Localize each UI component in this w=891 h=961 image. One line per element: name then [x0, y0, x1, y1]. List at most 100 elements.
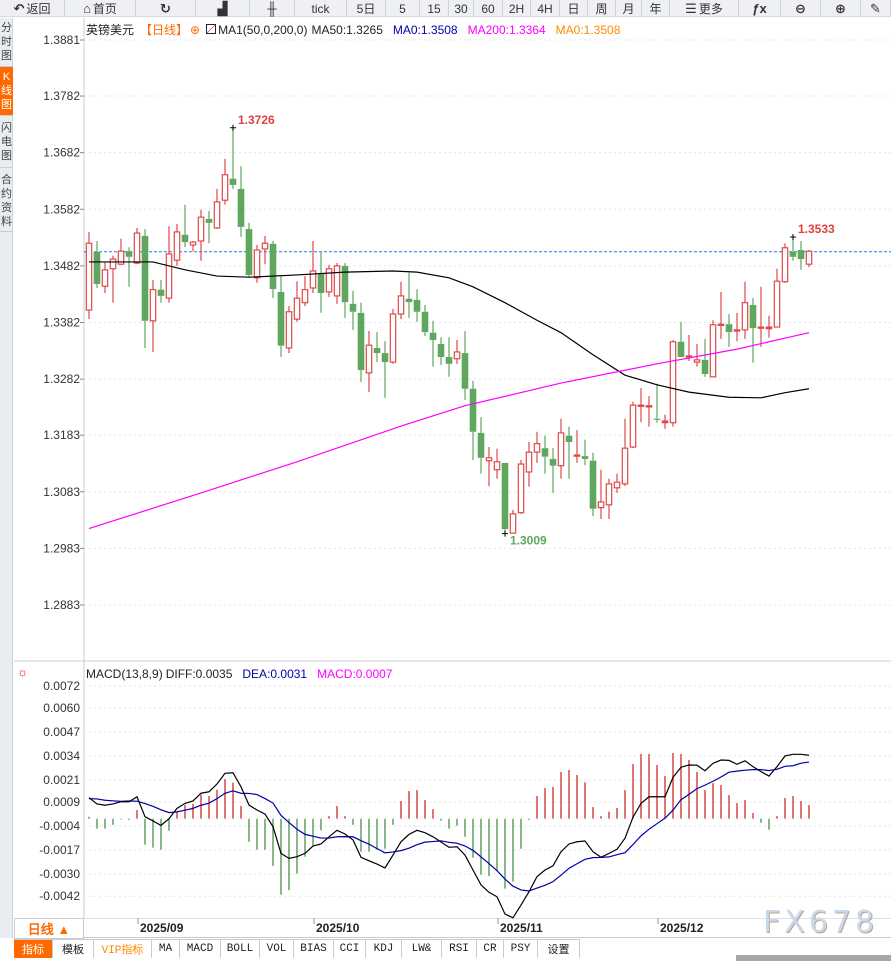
candle	[693, 344, 701, 367]
indicator-tab-设置[interactable]: 设置	[538, 940, 580, 958]
toolbar-button-tick[interactable]: tick	[295, 0, 347, 17]
toolbar-button-5日[interactable]: 5日	[347, 0, 386, 17]
candle-body-up	[517, 463, 525, 514]
toolbar-label: 周	[595, 2, 608, 16]
toolbar-button-zoom-in[interactable]: ⊕	[821, 0, 861, 17]
date-tick-label: 2025/12	[660, 921, 704, 935]
candle-body-up	[693, 359, 701, 363]
toolbar-button-pencil[interactable]: ✎	[861, 0, 891, 17]
home-icon: ⌂	[83, 1, 91, 16]
target-icon[interactable]: ⊕	[190, 23, 201, 37]
candle	[533, 431, 541, 463]
toolbar-button-年[interactable]: 年	[642, 0, 670, 17]
candle-body-down	[501, 462, 509, 530]
horizontal-scrollbar[interactable]	[736, 955, 891, 961]
toolbar-button-30[interactable]: 30	[449, 0, 474, 17]
candle-body-up	[557, 432, 565, 467]
indicator-tab-ma[interactable]: MA	[152, 940, 180, 958]
period-selector[interactable]: 日线 ▲	[14, 918, 84, 939]
toolbar-button-fx-formula[interactable]: ƒx	[739, 0, 781, 17]
dea-value: DEA:0.0031	[242, 667, 308, 681]
indicator-tab-macd[interactable]: MACD	[180, 940, 221, 958]
candle-body-down	[237, 188, 245, 227]
indicator-tab-指标[interactable]: 指标	[14, 940, 53, 958]
candle	[565, 426, 573, 479]
candle	[221, 158, 229, 205]
toolbar-button-2H[interactable]: 2H	[503, 0, 531, 17]
side-tab-time-sharing[interactable]: 分时图	[0, 18, 13, 67]
toolbar-button-refresh[interactable]: ↻	[136, 0, 196, 17]
indicator-tab-cci[interactable]: CCI	[334, 940, 366, 958]
candle-body-up	[661, 420, 669, 424]
candle-body-down	[429, 332, 437, 341]
candle	[549, 448, 557, 493]
toolbar-button-candlestick[interactable]: ╫	[250, 0, 295, 17]
toolbar-button-zoom-out[interactable]: ⊖	[781, 0, 821, 17]
candle-body-up	[621, 447, 629, 485]
price-tick-label: 1.3782	[43, 89, 80, 103]
candle-body-up	[605, 483, 613, 506]
candle	[741, 281, 749, 339]
toolbar-button-4H[interactable]: 4H	[531, 0, 560, 17]
candle	[381, 341, 389, 398]
indicator-tab-psy[interactable]: PSY	[504, 940, 538, 958]
toolbar-button-日[interactable]: 日	[560, 0, 588, 17]
candle	[469, 380, 477, 461]
indicator-tab-bias[interactable]: BIAS	[294, 940, 334, 958]
macd-settings-icon[interactable]: ☼	[17, 665, 28, 679]
candle	[461, 330, 469, 401]
candle	[797, 240, 805, 270]
candle	[781, 243, 789, 283]
indicator-tab-cr[interactable]: CR	[477, 940, 504, 958]
candle-body-up	[453, 351, 461, 360]
candle-body-down	[277, 291, 285, 346]
candle	[85, 231, 93, 320]
indicator-tab-vip指标[interactable]: VIP指标	[94, 940, 152, 958]
side-tab-kline[interactable]: K线图	[0, 67, 13, 116]
candle-body-up	[781, 247, 789, 283]
candle	[397, 281, 405, 320]
toolbar-label: 年	[649, 2, 662, 16]
candle-body-up	[525, 451, 533, 473]
toolbar-button-周[interactable]: 周	[588, 0, 616, 17]
candle-body-up	[109, 258, 117, 270]
indicator-tab-lw&[interactable]: LW&	[402, 940, 442, 958]
candle-body-up	[669, 341, 677, 424]
indicator-name: MA1(50,0,200,0)	[218, 23, 308, 37]
indicator-tab-vol[interactable]: VOL	[260, 940, 294, 958]
indicator-tabs: 指标 模板 VIP指标 MA MACD BOLL VOL BIAS CCI KDJ LW& RSI CR…	[14, 939, 580, 958]
side-tab-contract-info[interactable]: 合约资料	[0, 170, 13, 232]
indicator-tab-boll[interactable]: BOLL	[221, 940, 260, 958]
candle-body-down	[181, 234, 189, 243]
macd-tick-label: -0.0030	[39, 867, 80, 881]
candle	[437, 337, 445, 365]
candle-body-down	[469, 388, 477, 432]
toolbar-button-bar-chart[interactable]: ▟	[196, 0, 250, 17]
refresh-icon: ↻	[160, 0, 171, 16]
toolbar-button-更多[interactable]: ☰ 更多	[670, 0, 739, 17]
candle-body-up	[173, 231, 181, 261]
candle-body-up	[301, 289, 309, 304]
candle-body-down	[797, 250, 805, 260]
toolbar-button-60[interactable]: 60	[474, 0, 503, 17]
toolbar-button-返回[interactable]: ↶ 返回	[0, 0, 65, 17]
candle	[717, 291, 725, 339]
candle-body-down	[549, 458, 557, 466]
side-tab-flash[interactable]: 闪电图	[0, 118, 13, 168]
toolbar-button-首页[interactable]: ⌂ 首页	[65, 0, 136, 17]
candle-body-up	[221, 174, 229, 201]
indicator-tab-kdj[interactable]: KDJ	[366, 940, 402, 958]
toolbar-button-月[interactable]: 月	[616, 0, 642, 17]
zoom-out-icon: ⊖	[795, 0, 806, 16]
toolbar-button-5[interactable]: 5	[386, 0, 420, 17]
indicator-icon[interactable]	[206, 24, 217, 34]
candle-body-up	[189, 241, 197, 246]
candle-body-up	[397, 295, 405, 315]
indicator-tab-模板[interactable]: 模板	[53, 940, 94, 958]
indicator-tab-rsi[interactable]: RSI	[442, 940, 477, 958]
candle	[573, 430, 581, 463]
price-tick-label: 1.3183	[43, 428, 80, 442]
toolbar-button-15[interactable]: 15	[420, 0, 449, 17]
candle	[629, 401, 637, 449]
